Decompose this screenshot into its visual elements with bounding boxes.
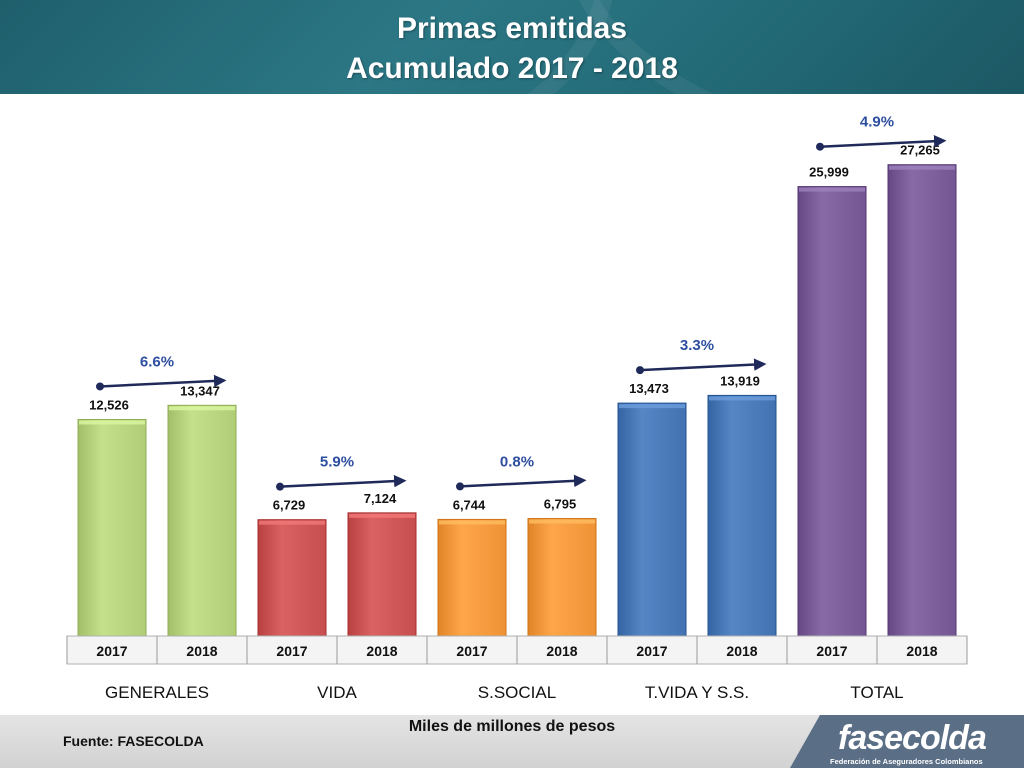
bar-bevel bbox=[889, 165, 955, 170]
bar-bevel bbox=[349, 513, 415, 518]
chart-title: Primas emitidas bbox=[396, 12, 628, 45]
growth-percentage: 4.9% bbox=[860, 114, 894, 131]
bar-s-social-2018 bbox=[527, 518, 597, 637]
bar-chart: 2017 2018 GENERALES 2017 2018 VIDA 2017 2018 S.S… bbox=[66, 114, 968, 702]
bar-s-social-2017 bbox=[437, 518, 507, 637]
x-tick-label: 2017 bbox=[636, 643, 667, 659]
category-label: S.SOCIAL bbox=[478, 683, 556, 702]
bar-bevel bbox=[799, 187, 865, 192]
data-label: 27,265 bbox=[900, 143, 940, 158]
bar-vida-2018 bbox=[347, 512, 417, 637]
logo-wordmark: fasecolda bbox=[838, 719, 987, 757]
header-banner: Primas emitidas Acumulado 2017 - 2018 bbox=[0, 0, 1024, 94]
x-tick-label: 2018 bbox=[546, 643, 577, 659]
unit-label: Miles de millones de pesos bbox=[408, 718, 616, 735]
x-tick-label: 2017 bbox=[456, 643, 487, 659]
data-label: 13,347 bbox=[180, 383, 220, 398]
x-tick-label: 2017 bbox=[96, 643, 127, 659]
bar-bevel bbox=[169, 406, 235, 411]
category-label: GENERALES bbox=[105, 683, 209, 702]
growth-percentage: 6.6% bbox=[140, 353, 174, 370]
bar-bevel bbox=[259, 520, 325, 525]
x-tick-label: 2018 bbox=[726, 643, 757, 659]
logo-subtext: Federación de Aseguradores Colombianos bbox=[830, 757, 983, 766]
x-tick-label: 2017 bbox=[816, 643, 847, 659]
bar-t-vida-y-s-s--2017 bbox=[617, 402, 687, 637]
bar-bevel bbox=[79, 420, 145, 425]
growth-arrow bbox=[276, 474, 407, 491]
source-note: Fuente: FASECOLDA bbox=[63, 733, 204, 749]
growth-arrow bbox=[816, 134, 947, 151]
category-label: VIDA bbox=[317, 683, 357, 702]
x-tick-label: 2018 bbox=[366, 643, 397, 659]
bar-total-2017 bbox=[797, 186, 867, 637]
x-tick-label: 2017 bbox=[276, 643, 307, 659]
growth-arrow bbox=[96, 374, 227, 391]
growth-arrow bbox=[636, 358, 767, 375]
data-label: 6,744 bbox=[453, 497, 486, 512]
data-label: 12,526 bbox=[89, 397, 129, 412]
bar-bevel bbox=[619, 404, 685, 409]
bar-bevel bbox=[439, 520, 505, 525]
fasecolda-logo: fasecolda Federación de Aseguradores Col… bbox=[790, 715, 1024, 768]
data-label: 7,124 bbox=[364, 491, 397, 506]
growth-percentage: 0.8% bbox=[500, 453, 534, 470]
growth-percentage: 5.9% bbox=[320, 454, 354, 471]
bar-total-2018 bbox=[887, 164, 957, 637]
data-label: 25,999 bbox=[809, 165, 849, 180]
data-label: 6,795 bbox=[544, 497, 577, 512]
data-label: 13,473 bbox=[629, 381, 669, 396]
category-label: TOTAL bbox=[850, 683, 903, 702]
data-label: 6,729 bbox=[273, 498, 306, 513]
growth-arrow bbox=[456, 474, 587, 491]
bar-t-vida-y-s-s--2018 bbox=[707, 394, 777, 637]
x-tick-label: 2018 bbox=[906, 643, 937, 659]
category-label: T.VIDA Y S.S. bbox=[645, 683, 749, 702]
bar-bevel bbox=[709, 396, 775, 401]
x-tick-label: 2018 bbox=[186, 643, 217, 659]
growth-percentage: 3.3% bbox=[680, 337, 714, 354]
bar-generales-2017 bbox=[77, 418, 147, 637]
data-label: 13,919 bbox=[720, 373, 760, 388]
bar-bevel bbox=[529, 519, 595, 524]
chart-subtitle: Acumulado 2017 - 2018 bbox=[346, 52, 678, 85]
bar-generales-2018 bbox=[167, 404, 237, 637]
bar-vida-2017 bbox=[257, 519, 327, 637]
